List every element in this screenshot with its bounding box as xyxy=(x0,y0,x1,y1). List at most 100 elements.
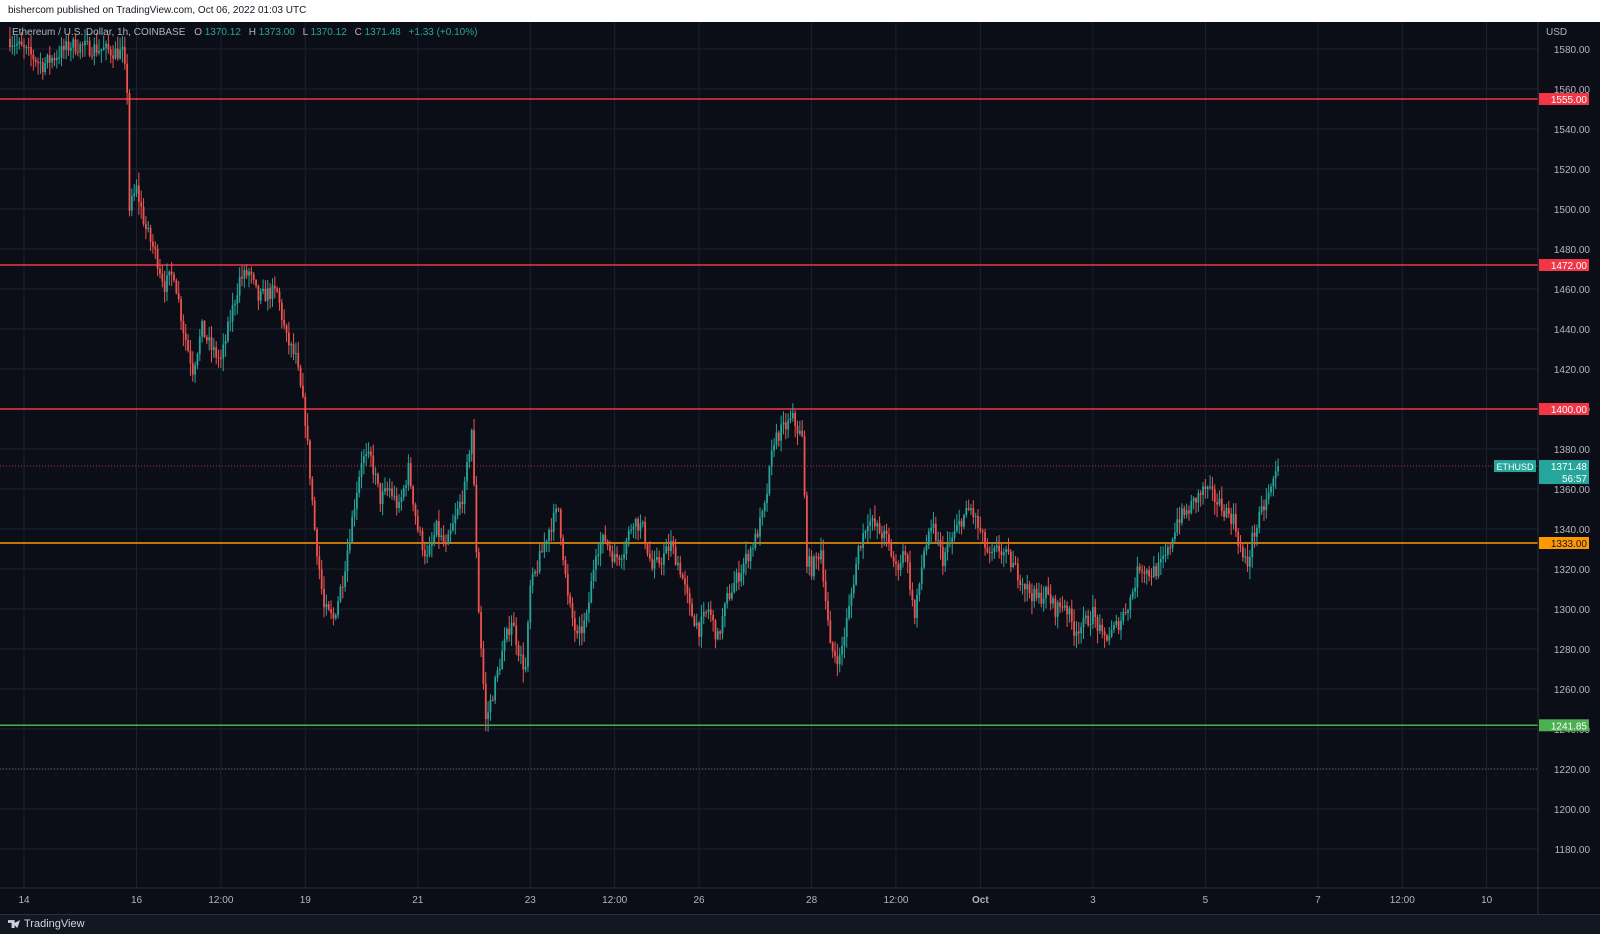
candle xyxy=(986,538,989,555)
candle-body xyxy=(433,535,436,543)
candle xyxy=(815,552,818,570)
candle xyxy=(536,560,539,577)
candle xyxy=(578,616,581,646)
candle-body xyxy=(177,293,180,300)
candle xyxy=(747,549,750,569)
candle-body xyxy=(461,501,464,505)
candle-body xyxy=(670,541,672,552)
candle-body xyxy=(302,385,304,397)
candle-body xyxy=(135,185,138,194)
candle xyxy=(173,271,175,283)
candle xyxy=(1098,614,1101,634)
candle xyxy=(266,279,269,311)
candle-body xyxy=(1256,527,1258,537)
tradingview-logo[interactable]: TradingView xyxy=(8,915,85,934)
candle-body xyxy=(1162,555,1165,559)
candle-body xyxy=(714,620,717,640)
candle xyxy=(170,261,173,287)
symbol-legend[interactable]: Ethereum / U.S. Dollar, 1h, COINBASE O 1… xyxy=(12,27,477,38)
candle-body xyxy=(77,52,79,54)
candle xyxy=(902,544,904,568)
candle-body xyxy=(550,530,553,532)
candle-body xyxy=(984,532,986,548)
candle xyxy=(1223,504,1226,521)
candle-body xyxy=(632,526,635,530)
candle xyxy=(292,333,295,361)
candle xyxy=(30,35,32,67)
candle xyxy=(494,675,497,705)
legend-symbol: Ethereum / U.S. Dollar, 1h, COINBASE xyxy=(12,27,186,38)
candle-body xyxy=(646,544,649,554)
candle-body xyxy=(885,530,888,535)
candle xyxy=(1237,528,1240,555)
candle xyxy=(646,542,649,557)
candle xyxy=(91,47,93,60)
candle xyxy=(674,538,677,566)
candle xyxy=(770,439,773,476)
candle-body xyxy=(100,49,103,52)
candle xyxy=(245,264,248,279)
candle xyxy=(803,430,806,499)
candle-body xyxy=(381,491,384,504)
candle xyxy=(1014,555,1017,566)
last-price-label: 1371.48 xyxy=(1551,462,1588,473)
candle xyxy=(585,609,588,628)
candle xyxy=(276,286,279,293)
candle-body xyxy=(759,517,761,537)
candle-body xyxy=(208,337,211,341)
candle xyxy=(1263,499,1265,521)
candle-body xyxy=(435,521,438,536)
candle-body xyxy=(674,546,677,565)
candle-body xyxy=(616,554,618,558)
candle xyxy=(135,179,138,198)
candle-body xyxy=(948,542,951,545)
candle xyxy=(419,526,422,536)
candle xyxy=(98,39,100,56)
candle-body xyxy=(932,523,935,528)
candle xyxy=(34,56,37,67)
candle xyxy=(379,482,382,512)
candle xyxy=(897,560,900,581)
candle-body xyxy=(602,534,604,544)
candle xyxy=(271,278,274,308)
candle-body xyxy=(391,488,393,496)
candle xyxy=(1082,606,1085,639)
candle xyxy=(194,361,197,383)
chart-panel[interactable]: 1180.001200.001220.001240.001260.001280.… xyxy=(0,22,1600,914)
candle xyxy=(313,496,316,531)
candle xyxy=(259,288,262,305)
candle-body xyxy=(250,271,253,275)
candle xyxy=(426,544,429,564)
candle xyxy=(796,420,799,445)
candle xyxy=(423,541,426,565)
candle xyxy=(775,423,778,450)
candle xyxy=(1096,614,1099,644)
candle-body xyxy=(963,514,965,527)
candle-body xyxy=(813,556,815,577)
candle xyxy=(133,183,136,202)
candle xyxy=(140,190,143,219)
price-chart[interactable]: 1180.001200.001220.001240.001260.001280.… xyxy=(0,22,1600,914)
price-axis[interactable]: 1180.001200.001220.001240.001260.001280.… xyxy=(1554,45,1591,856)
time-axis[interactable]: 14 16 12:00 19 21 23 12:00 26 28 12:00 Oct 3 5 7 12:00… xyxy=(18,895,1492,906)
candle-body xyxy=(709,609,712,616)
candle xyxy=(100,48,103,63)
candle-body xyxy=(693,616,696,626)
candle xyxy=(705,610,708,618)
candle xyxy=(334,613,337,621)
candle-body xyxy=(995,545,998,548)
candle-body xyxy=(309,440,311,479)
candle xyxy=(663,544,665,576)
candle xyxy=(934,516,937,544)
candle-body xyxy=(1155,566,1158,577)
price-tick-label: 1420.00 xyxy=(1554,365,1591,376)
candle-body xyxy=(1113,624,1115,630)
price-tick-label: 1560.00 xyxy=(1554,85,1591,96)
candle xyxy=(960,518,963,535)
candle xyxy=(1169,542,1172,555)
candle-body xyxy=(1183,508,1186,515)
candle-body xyxy=(344,571,347,587)
candle xyxy=(738,560,740,590)
candle-body xyxy=(541,551,543,553)
candle-body xyxy=(1002,552,1005,556)
